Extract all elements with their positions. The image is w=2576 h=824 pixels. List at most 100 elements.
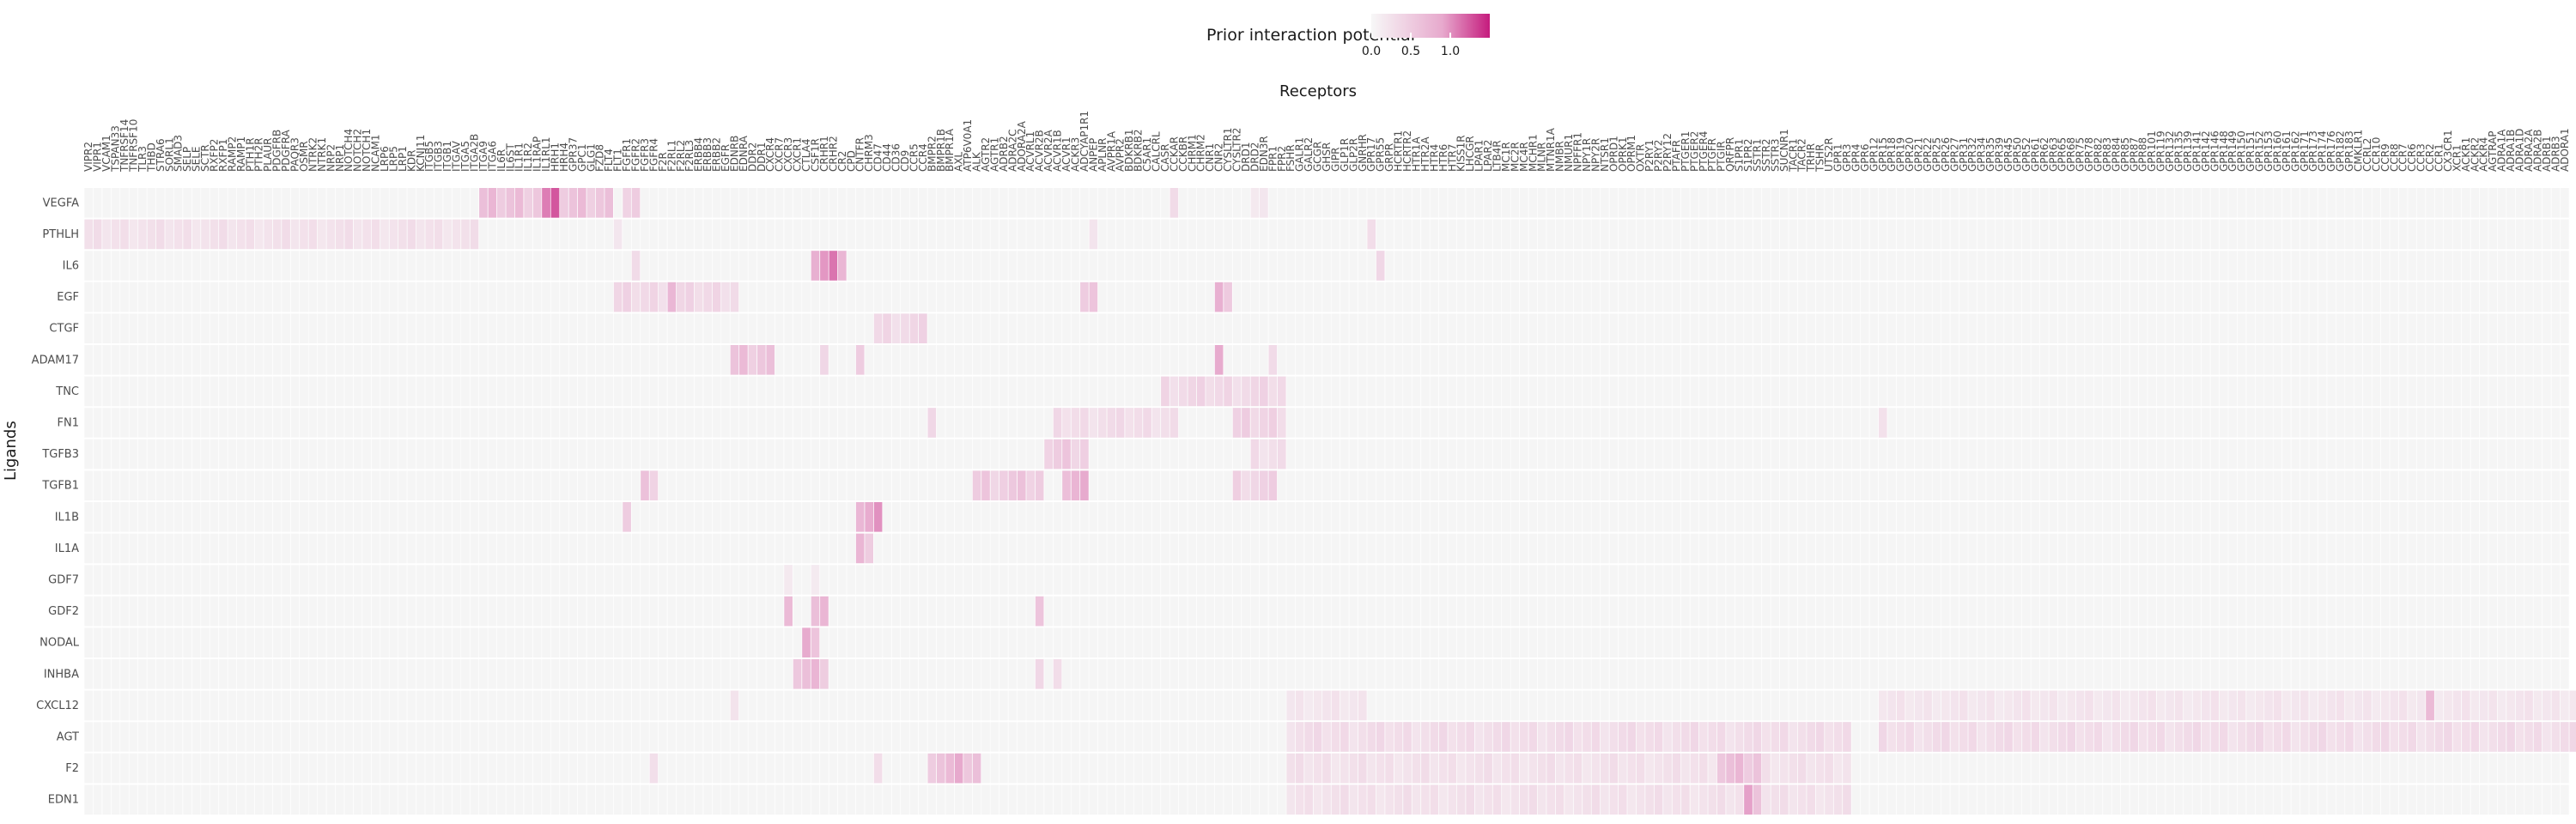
heatmap-cell [1107, 408, 1116, 438]
receptor-label: KDR [405, 150, 417, 172]
receptor-label: GPR18 [1886, 137, 1898, 172]
heatmap-cell [1242, 376, 1250, 407]
heatmap-cell [1698, 785, 1708, 815]
heatmap-cell [855, 502, 865, 532]
heatmap-cell [1492, 722, 1502, 752]
receptor-label: GPR15 [1877, 137, 1889, 172]
heatmap-cell [1394, 785, 1403, 815]
heatmap-cell [1807, 785, 1815, 815]
heatmap-cell [1896, 690, 1905, 721]
receptor-label: FLT1 [612, 148, 624, 172]
heatmap-cell [641, 282, 649, 312]
receptor-label: NOTCH2 [352, 129, 364, 172]
heatmap-cell [1601, 722, 1609, 752]
receptor-label: MC2R [1509, 142, 1521, 172]
heatmap-cell [2111, 690, 2121, 721]
receptor-label: ITGB1 [441, 141, 453, 172]
heatmap-cell [1789, 753, 1798, 784]
heatmap-cell [820, 659, 829, 689]
heatmap-cell [496, 188, 506, 218]
receptor-label: PTGER4 [1698, 131, 1710, 172]
heatmap-cell [2210, 690, 2220, 721]
heatmap-cell [1250, 376, 1260, 407]
heatmap-cell [2318, 722, 2327, 752]
receptor-label: ERBB4 [693, 137, 705, 172]
receptor-label: PTH2R [253, 137, 265, 172]
receptor-label: TLR3 [137, 146, 149, 173]
receptor-label: ADRB3 [2549, 136, 2561, 172]
receptor-label: IL6ST [504, 143, 516, 172]
heatmap-cell [2202, 722, 2210, 752]
heatmap-cell [1914, 722, 1923, 752]
heatmap-cell [1044, 439, 1053, 470]
heatmap-cell [1322, 785, 1331, 815]
receptor-label: GPR31 [1958, 137, 1970, 172]
heatmap-cell [1510, 785, 1520, 815]
heatmap-cell [2560, 722, 2569, 752]
heatmap-cell [425, 219, 434, 250]
heatmap-cell [1304, 690, 1313, 721]
ligand-label: CXCL12 [36, 700, 79, 712]
heatmap-cell [1716, 753, 1726, 784]
receptor-label: TSHR [1814, 144, 1826, 173]
receptor-label: ACVR1B [1052, 130, 1064, 172]
heatmap-cell [873, 502, 883, 532]
heatmap-cell [1268, 376, 1278, 407]
legend-title: Prior interaction potential [1206, 26, 1416, 45]
heatmap-cell [1026, 470, 1036, 500]
heatmap-cell [2408, 690, 2416, 721]
receptor-label: CRHR1 [818, 136, 830, 172]
receptor-label: BDKRB1 [1123, 129, 1135, 172]
heatmap-cell [936, 753, 945, 784]
heatmap-cell [1601, 785, 1609, 815]
receptor-label: GPR183 [2343, 130, 2355, 172]
heatmap-cell [1474, 722, 1484, 752]
heatmap-cell [1448, 785, 1457, 815]
heatmap-cell [2039, 722, 2049, 752]
heatmap-cell [1735, 722, 1744, 752]
heatmap-cell [1959, 722, 1968, 752]
receptor-label: MC1R [1500, 142, 1512, 172]
ligand-label: INHBA [44, 668, 79, 681]
heatmap-cell [2506, 722, 2515, 752]
heatmap-cell [1196, 376, 1206, 407]
heatmap-cell [1528, 785, 1538, 815]
receptor-label: CD47 [872, 143, 884, 172]
receptor-label: AGTR2 [980, 137, 992, 172]
heatmap-cell [2354, 722, 2363, 752]
heatmap-cell [1367, 722, 1376, 752]
heatmap-cell [488, 188, 497, 218]
heatmap-cell [748, 345, 757, 375]
heatmap-cell [1125, 408, 1133, 438]
heatmap-cell [1744, 753, 1753, 784]
heatmap-cell [1331, 785, 1340, 815]
heatmap-cell [811, 627, 820, 657]
heatmap-cell [1349, 690, 1358, 721]
heatmap-cell [542, 188, 550, 218]
heatmap-cell [1250, 470, 1260, 500]
heatmap-cell [1412, 722, 1421, 752]
heatmap-cell [2551, 722, 2561, 752]
heatmap-cell [1331, 722, 1340, 752]
heatmap-cell [820, 251, 829, 281]
heatmap-cell [155, 219, 165, 250]
receptor-label: S1PR2 [1742, 139, 1754, 172]
heatmap-cell [1385, 722, 1394, 752]
heatmap-cell [1636, 722, 1645, 752]
receptor-label: PTGIR [1716, 141, 1728, 172]
receptor-label: GPR4 [1850, 143, 1862, 172]
receptor-label: DDR2 [746, 142, 758, 172]
heatmap-cell [1546, 722, 1556, 752]
heatmap-cell [1654, 753, 1663, 784]
heatmap-cell [2452, 722, 2462, 752]
heatmap-cell [1878, 722, 1887, 752]
heatmap-cell [1654, 785, 1663, 815]
receptor-label: OPRM1 [1625, 135, 1637, 172]
heatmap-cell [1322, 753, 1331, 784]
receptor-label: FGFR4 [647, 138, 659, 172]
receptor-label: GPR6 [1859, 143, 1871, 172]
heatmap-cell [1510, 722, 1520, 752]
heatmap-cell [2067, 690, 2075, 721]
heatmap-cell [927, 753, 937, 784]
heatmap-cell [1313, 785, 1322, 815]
